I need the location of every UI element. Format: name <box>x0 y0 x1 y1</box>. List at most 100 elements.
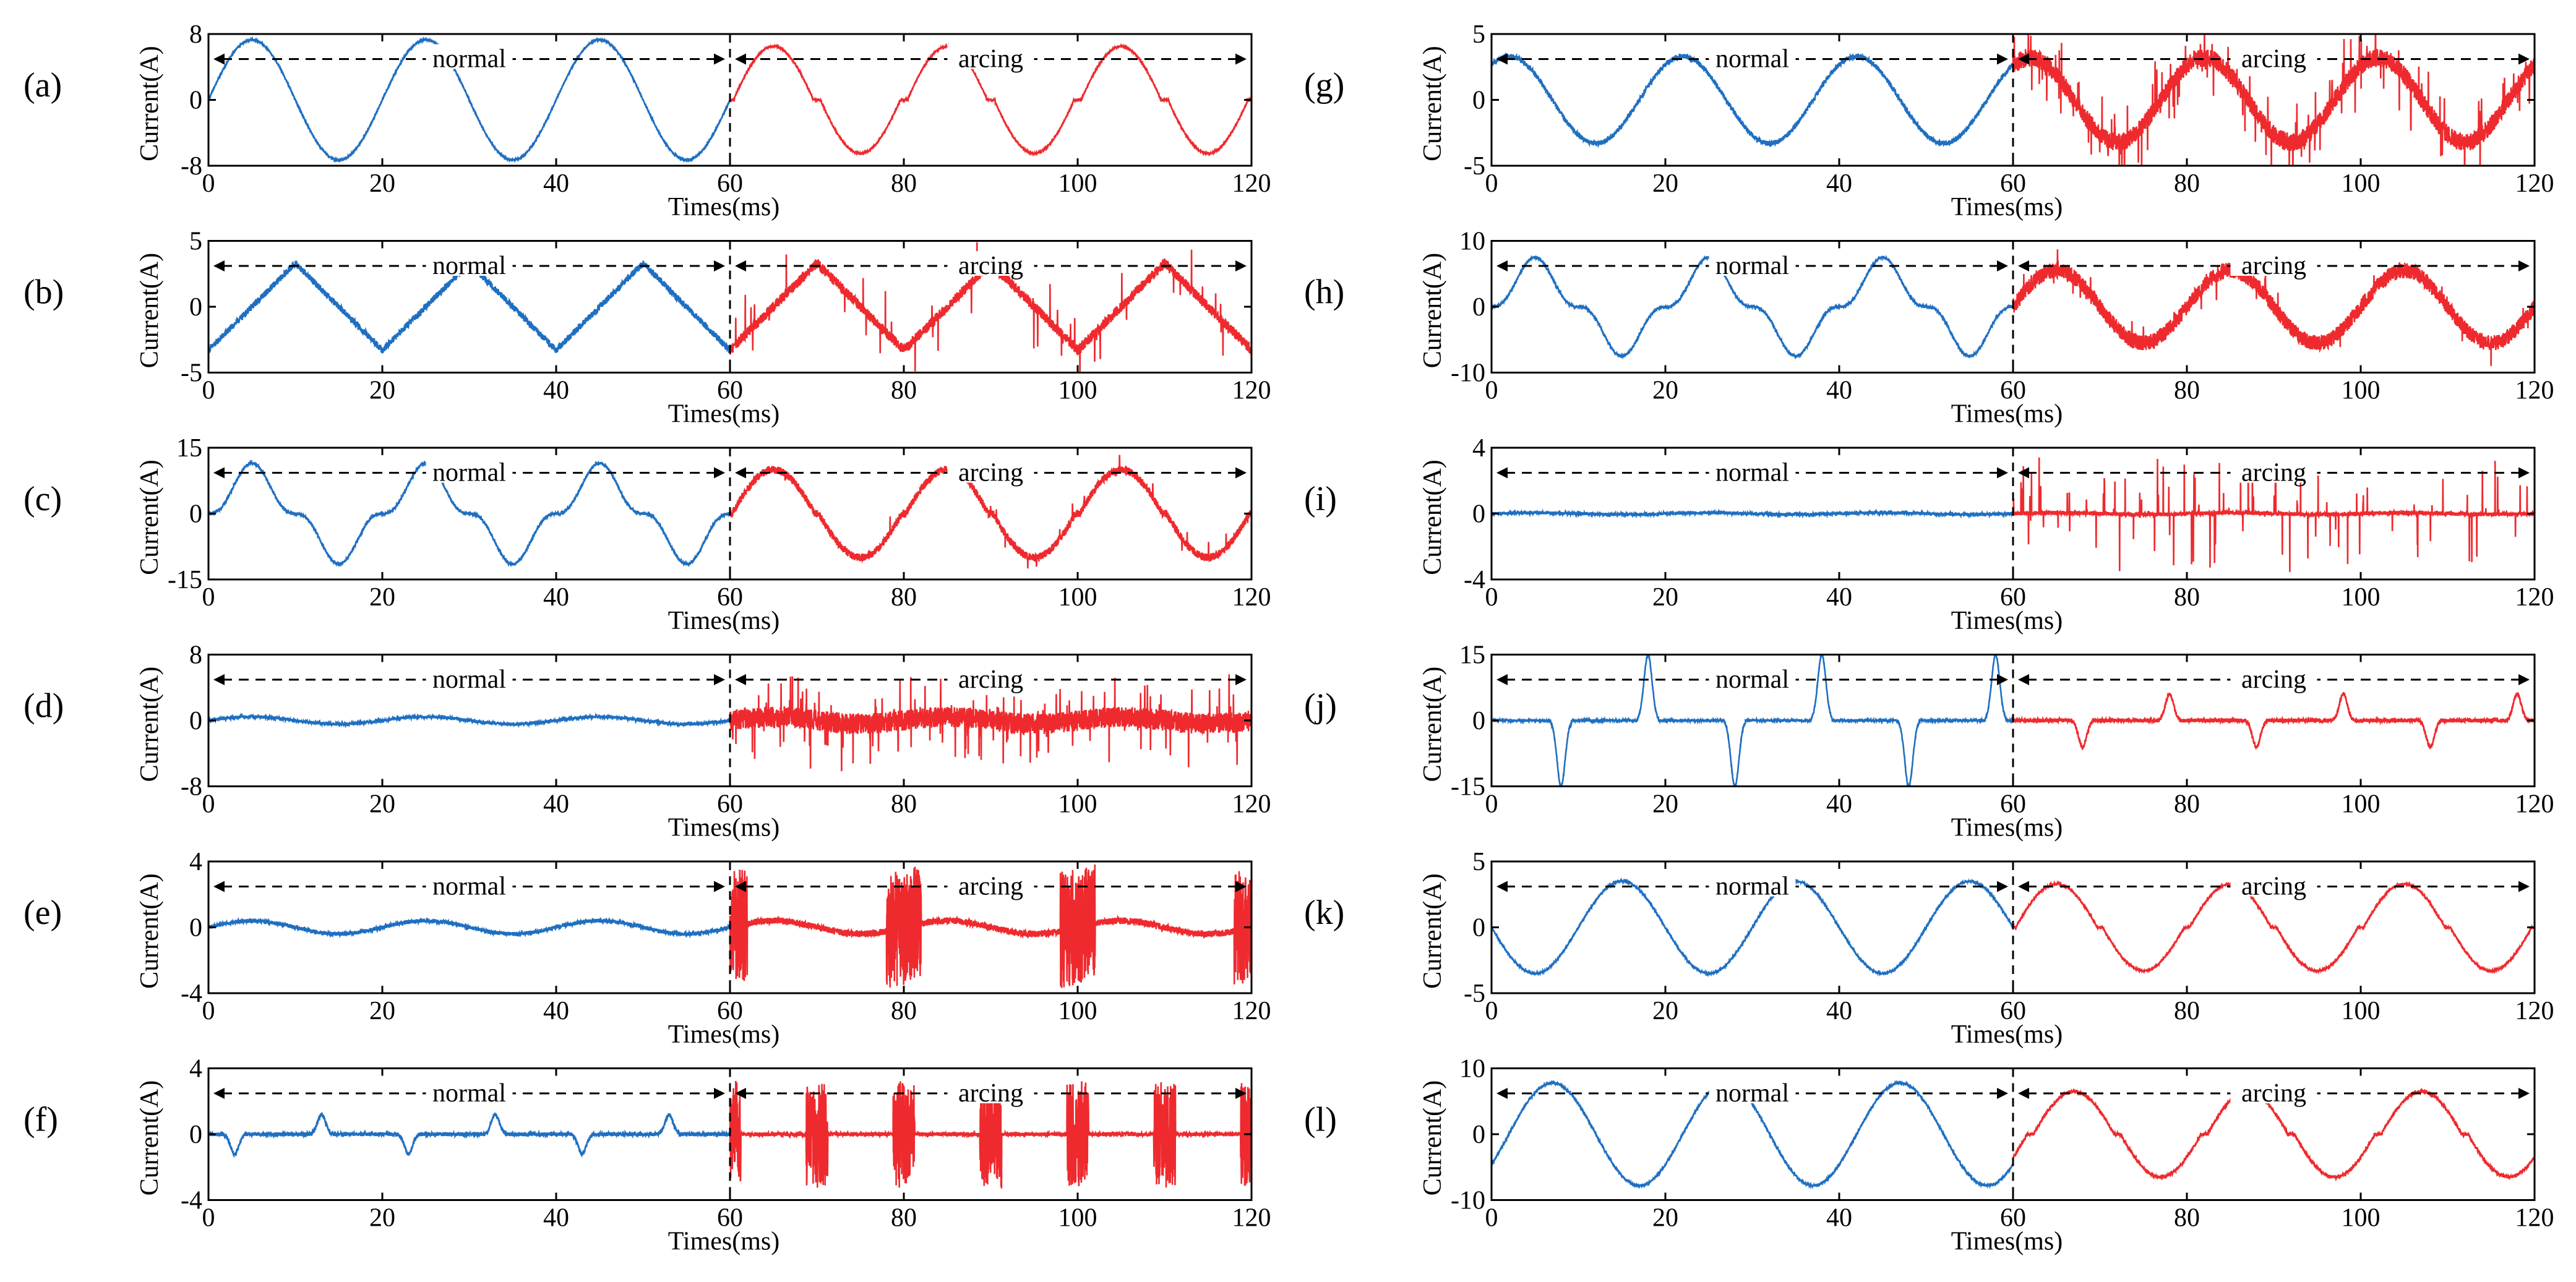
y-tick-label: 5 <box>189 228 202 256</box>
region-arrow-normal: normal <box>1496 1078 2008 1108</box>
x-tick-label: 120 <box>2515 377 2554 405</box>
panel-label: (b) <box>24 273 64 312</box>
x-tick-label: 60 <box>717 1204 743 1233</box>
region-arrow-normal: normal <box>213 44 725 73</box>
arrow-head-left <box>2018 1087 2029 1099</box>
region-arrow-arcing: arcing <box>735 664 1247 694</box>
y-tick-label: -10 <box>1451 359 1485 388</box>
x-tick-label: 60 <box>2000 1204 2026 1233</box>
arrow-head-right <box>714 881 725 892</box>
y-axis-label: Current(A) <box>135 1080 164 1196</box>
region-arrow-normal: normal <box>213 1078 725 1108</box>
region-label-arcing: arcing <box>2241 872 2306 900</box>
y-axis-label: Current(A) <box>1419 667 1447 782</box>
x-tick-label: 120 <box>2515 169 2554 198</box>
trace-arcing <box>729 864 1252 988</box>
y-tick-label: -8 <box>181 152 202 181</box>
arrow-head-right <box>2518 53 2530 65</box>
region-label-bg <box>2230 250 2317 276</box>
region-arrow-arcing: arcing <box>2018 458 2530 487</box>
y-axis-label: Current(A) <box>1419 1080 1447 1196</box>
y-tick-label: -15 <box>168 566 202 594</box>
x-tick-label: 20 <box>369 997 395 1025</box>
region-label-arcing: arcing <box>958 1079 1023 1108</box>
x-axis-label: Times(ms) <box>668 400 780 429</box>
region-label-arcing: arcing <box>958 872 1023 900</box>
region-label-normal: normal <box>1715 872 1789 900</box>
region-arrow-normal: normal <box>1496 458 2008 487</box>
region-label-bg <box>426 1078 513 1103</box>
y-tick-label: 0 <box>1472 500 1485 529</box>
region-label-bg <box>2230 664 2317 690</box>
y-tick-label: 8 <box>189 641 202 670</box>
x-tick-label: 80 <box>891 790 917 819</box>
y-tick-label: -8 <box>181 773 202 801</box>
x-tick-label: 120 <box>1232 790 1271 819</box>
trace-normal <box>1492 877 2014 978</box>
region-label-bg <box>1709 871 1796 897</box>
arrow-head-right <box>2518 260 2530 271</box>
panel-label: (f) <box>24 1101 58 1139</box>
region-label-arcing: arcing <box>958 45 1023 73</box>
x-tick-label: 100 <box>2342 1204 2381 1233</box>
x-tick-label: 40 <box>1826 1204 1852 1233</box>
region-label-bg <box>947 1078 1034 1103</box>
y-tick-label: 0 <box>1472 1121 1485 1149</box>
x-tick-label: 80 <box>2174 997 2200 1025</box>
x-tick-label: 40 <box>543 790 569 819</box>
x-axis-label: Times(ms) <box>1951 1228 2063 1256</box>
region-label-normal: normal <box>432 665 506 694</box>
region-arrow-arcing: arcing <box>735 250 1247 280</box>
x-tick-label: 100 <box>1058 997 1097 1025</box>
panel-label: (c) <box>24 480 62 518</box>
y-tick-label: 15 <box>176 434 202 463</box>
arrow-head-left <box>213 467 225 479</box>
x-axis-label: Times(ms) <box>1951 814 2063 842</box>
trace-normal <box>208 459 731 568</box>
y-tick-label: -4 <box>181 1187 202 1215</box>
region-label-bg <box>1709 664 1796 690</box>
trace-normal <box>1492 52 2014 148</box>
y-tick-label: 0 <box>1472 914 1485 942</box>
region-arrow-normal: normal <box>213 250 725 280</box>
arrow-head-right <box>714 53 725 65</box>
arrow-head-right <box>2518 881 2530 892</box>
region-arrow-normal: normal <box>1496 44 2008 73</box>
arrow-head-right <box>2518 1087 2530 1099</box>
arrow-head-right <box>714 467 725 479</box>
arrow-head-left <box>2018 53 2029 65</box>
panel-label: (a) <box>24 66 62 105</box>
x-axis-label: Times(ms) <box>1951 193 2063 221</box>
region-label-normal: normal <box>1715 45 1789 73</box>
x-tick-label: 40 <box>1826 169 1852 198</box>
panel-label: (i) <box>1304 480 1337 518</box>
x-tick-label: 0 <box>1485 790 1498 819</box>
region-arrow-arcing: arcing <box>2018 44 2530 73</box>
x-tick-label: 100 <box>1058 377 1097 405</box>
region-arrow-normal: normal <box>213 664 725 694</box>
y-tick-label: 0 <box>189 707 202 735</box>
x-tick-label: 0 <box>202 377 215 405</box>
x-tick-label: 60 <box>717 997 743 1025</box>
arrow-head-left <box>213 1087 225 1099</box>
x-tick-label: 0 <box>1485 583 1498 612</box>
arrow-head-right <box>2518 467 2530 479</box>
x-tick-label: 20 <box>1652 790 1678 819</box>
x-tick-label: 0 <box>1485 377 1498 405</box>
region-arrow-normal: normal <box>1496 871 2008 900</box>
x-tick-label: 60 <box>2000 169 2026 198</box>
region-label-normal: normal <box>432 1079 506 1108</box>
trace-arcing <box>2012 457 2535 572</box>
x-tick-label: 100 <box>1058 790 1097 819</box>
y-tick-label: -4 <box>181 980 202 1008</box>
x-tick-label: 20 <box>1652 583 1678 612</box>
region-label-bg <box>947 458 1034 483</box>
x-tick-label: 20 <box>1652 169 1678 198</box>
region-label-arcing: arcing <box>2241 252 2306 280</box>
y-axis-label: Current(A) <box>1419 873 1447 989</box>
trace-normal <box>208 1112 731 1158</box>
